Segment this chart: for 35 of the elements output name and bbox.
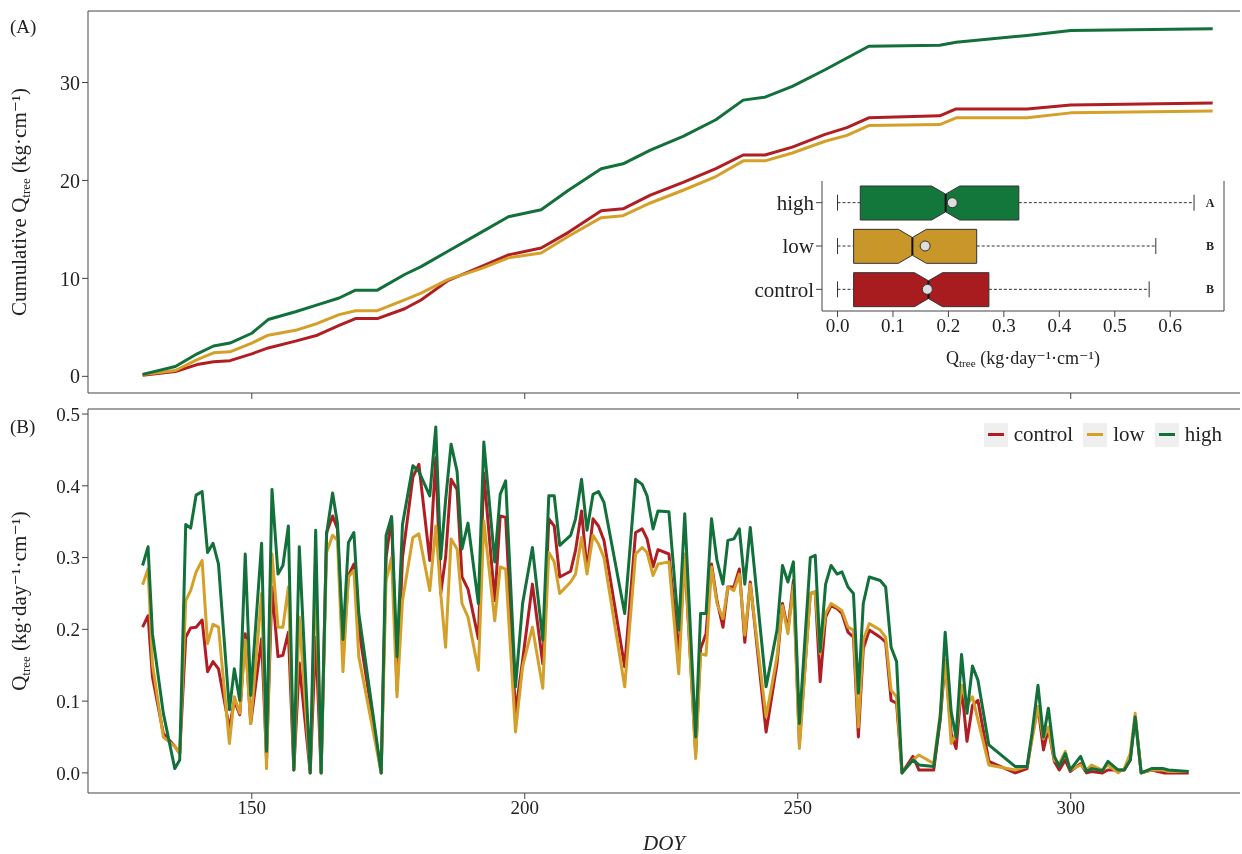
x-tick-label: 0.2 <box>936 315 961 337</box>
annotation: B <box>1205 239 1215 253</box>
y-tick-label: 0.0 <box>56 762 80 784</box>
annotation: B <box>1205 282 1215 297</box>
x-tick-label: 250 <box>783 797 813 819</box>
x-tick-label: 200 <box>510 797 540 819</box>
x-tick-label: 0.4 <box>1047 315 1072 337</box>
legend-label: control <box>1013 422 1074 447</box>
x-axis-title: DOY <box>641 831 688 854</box>
chart-title: (A) <box>10 16 37 38</box>
y-tick-label: 0.1 <box>56 690 80 712</box>
x-tick-label: 300 <box>1056 797 1085 819</box>
x-tick-label: 0.6 <box>1158 315 1183 337</box>
y-tick-label: 30 <box>60 71 80 94</box>
legend-label: high <box>1184 422 1222 447</box>
y-tick-label: 20 <box>60 169 80 192</box>
y-tick-label: 0 <box>70 365 80 388</box>
legend-label: low <box>1113 422 1145 447</box>
chart-title: (B) <box>10 416 36 438</box>
y-tick-label: 0.2 <box>56 619 80 641</box>
y-tick-label: 0.3 <box>56 547 80 569</box>
y-tick-label: 0.4 <box>56 475 81 497</box>
y-tick-label: high <box>776 191 815 216</box>
y-tick-label: control <box>754 277 815 302</box>
y-tick-label: low <box>782 234 815 259</box>
annotation: A <box>1205 195 1215 210</box>
x-tick-label: 0.3 <box>992 315 1016 337</box>
y-tick-label: 0.5 <box>56 403 80 425</box>
x-tick-label: 0.0 <box>825 315 850 337</box>
line-series <box>141 27 1215 376</box>
x-tick-label: 0.1 <box>881 315 905 337</box>
x-tick-label: 150 <box>237 797 267 819</box>
y-tick-label: 10 <box>60 267 80 290</box>
x-axis-title: Q$_{tree}$ (kg·day⁻¹·cm⁻¹) <box>946 348 1100 370</box>
x-tick-label: 0.5 <box>1102 315 1127 337</box>
